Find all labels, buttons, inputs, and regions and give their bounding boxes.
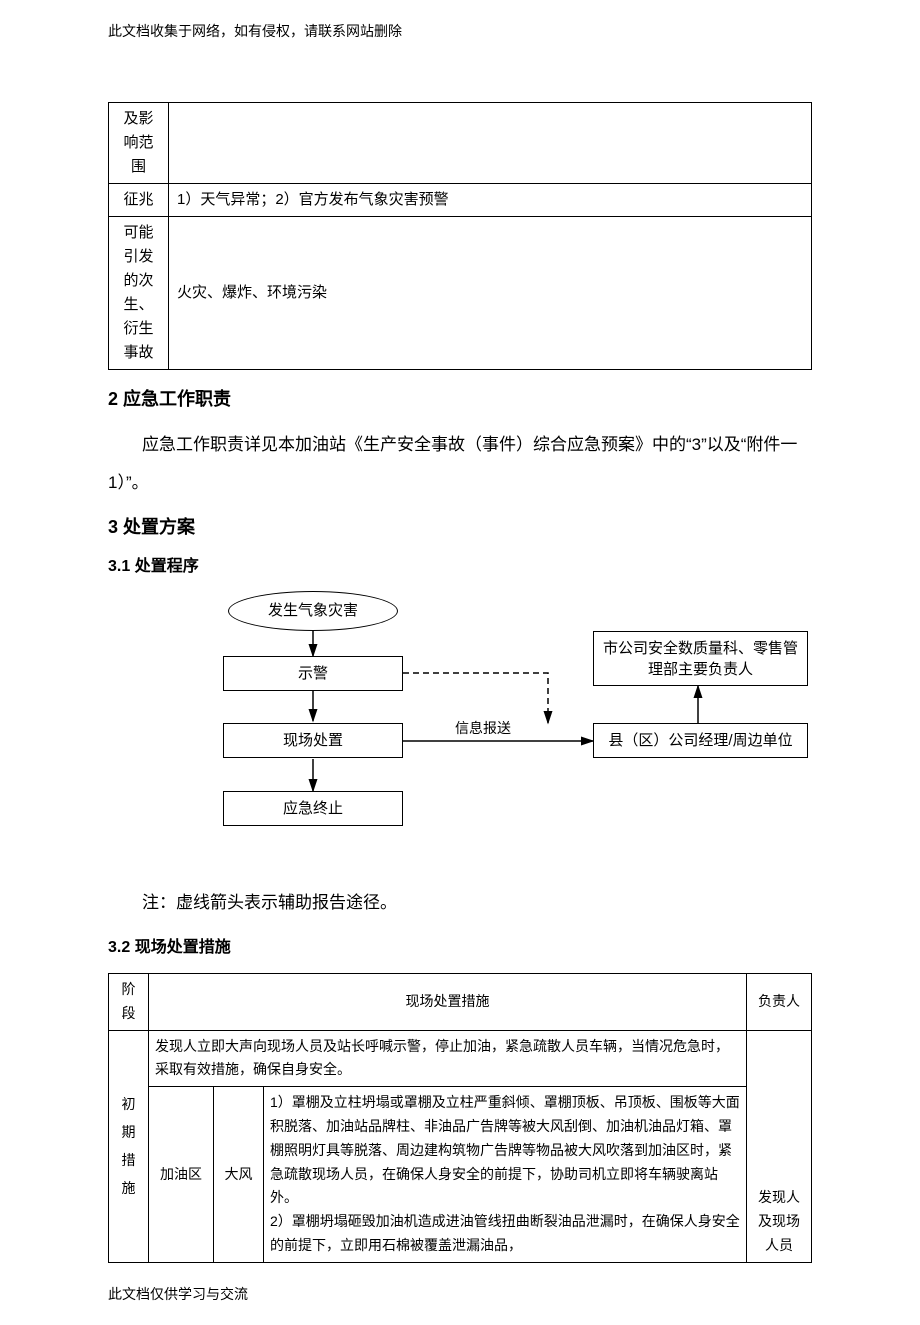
cell-detail: 1）罩棚及立柱坍塌或罩棚及立柱严重斜倾、罩棚顶板、吊顶板、围板等大面积脱落、加油… [264,1087,747,1263]
table-row: 加油区 大风 1）罩棚及立柱坍塌或罩棚及立柱严重斜倾、罩棚顶板、吊顶板、围板等大… [109,1087,812,1263]
flowchart-note: 注：虚线箭头表示辅助报告途径。 [108,886,812,920]
flowchart: 发生气象灾害 示警 现场处置 应急终止 市公司安全数质量科、零售管理部主要负责人… [198,591,878,871]
header-phase: 阶段 [109,973,149,1030]
table-measures: 阶段 现场处置措施 负责人 初期措施 发现人立即大声向现场人员及站长呼喊示警，停… [108,973,812,1263]
cell-action: 发现人立即大声向现场人员及站长呼喊示警，停止加油，紧急疏散人员车辆，当情况危急时… [149,1030,747,1087]
table-row: 初期措施 发现人立即大声向现场人员及站长呼喊示警，停止加油，紧急疏散人员车辆，当… [109,1030,812,1087]
section-3-1-title: 3.1 处置程序 [108,554,812,580]
cell-label: 可能引发的次生、衍生事故 [109,217,169,370]
header-note: 此文档收集于网络，如有侵权，请联系网站删除 [108,20,812,42]
section-2-body: 应急工作职责详见本加油站《生产安全事故（事件）综合应急预案》中的“3”以及“附件… [108,426,812,501]
cell-content: 1）天气异常；2）官方发布气象灾害预警 [169,184,812,217]
cell-content: 火灾、爆炸、环境污染 [169,217,812,370]
edge-label: 信息报送 [453,717,513,739]
cell-phase: 初期措施 [109,1030,149,1262]
cell-content [169,103,812,184]
node-start: 发生气象灾害 [228,591,398,631]
cell-area: 加油区 [149,1087,214,1263]
node-end: 应急终止 [223,791,403,826]
section-2-title: 2 应急工作职责 [108,385,812,414]
cell-condition: 大风 [214,1087,264,1263]
header-measure: 现场处置措施 [149,973,747,1030]
header-resp: 负责人 [747,973,812,1030]
node-alert: 示警 [223,656,403,691]
cell-label: 及影响范围 [109,103,169,184]
cell-resp: 发现人及现场人员 [747,1030,812,1262]
table-row: 征兆 1）天气异常；2）官方发布气象灾害预警 [109,184,812,217]
table-row: 阶段 现场处置措施 负责人 [109,973,812,1030]
table-impact: 及影响范围 征兆 1）天气异常；2）官方发布气象灾害预警 可能引发的次生、衍生事… [108,102,812,370]
section-3-title: 3 处置方案 [108,513,812,542]
cell-label: 征兆 [109,184,169,217]
table-row: 及影响范围 [109,103,812,184]
table-row: 可能引发的次生、衍生事故 火灾、爆炸、环境污染 [109,217,812,370]
node-handle: 现场处置 [223,723,403,758]
section-3-2-title: 3.2 现场处置措施 [108,935,812,961]
node-county: 县（区）公司经理/周边单位 [593,723,808,758]
node-company: 市公司安全数质量科、零售管理部主要负责人 [593,631,808,686]
